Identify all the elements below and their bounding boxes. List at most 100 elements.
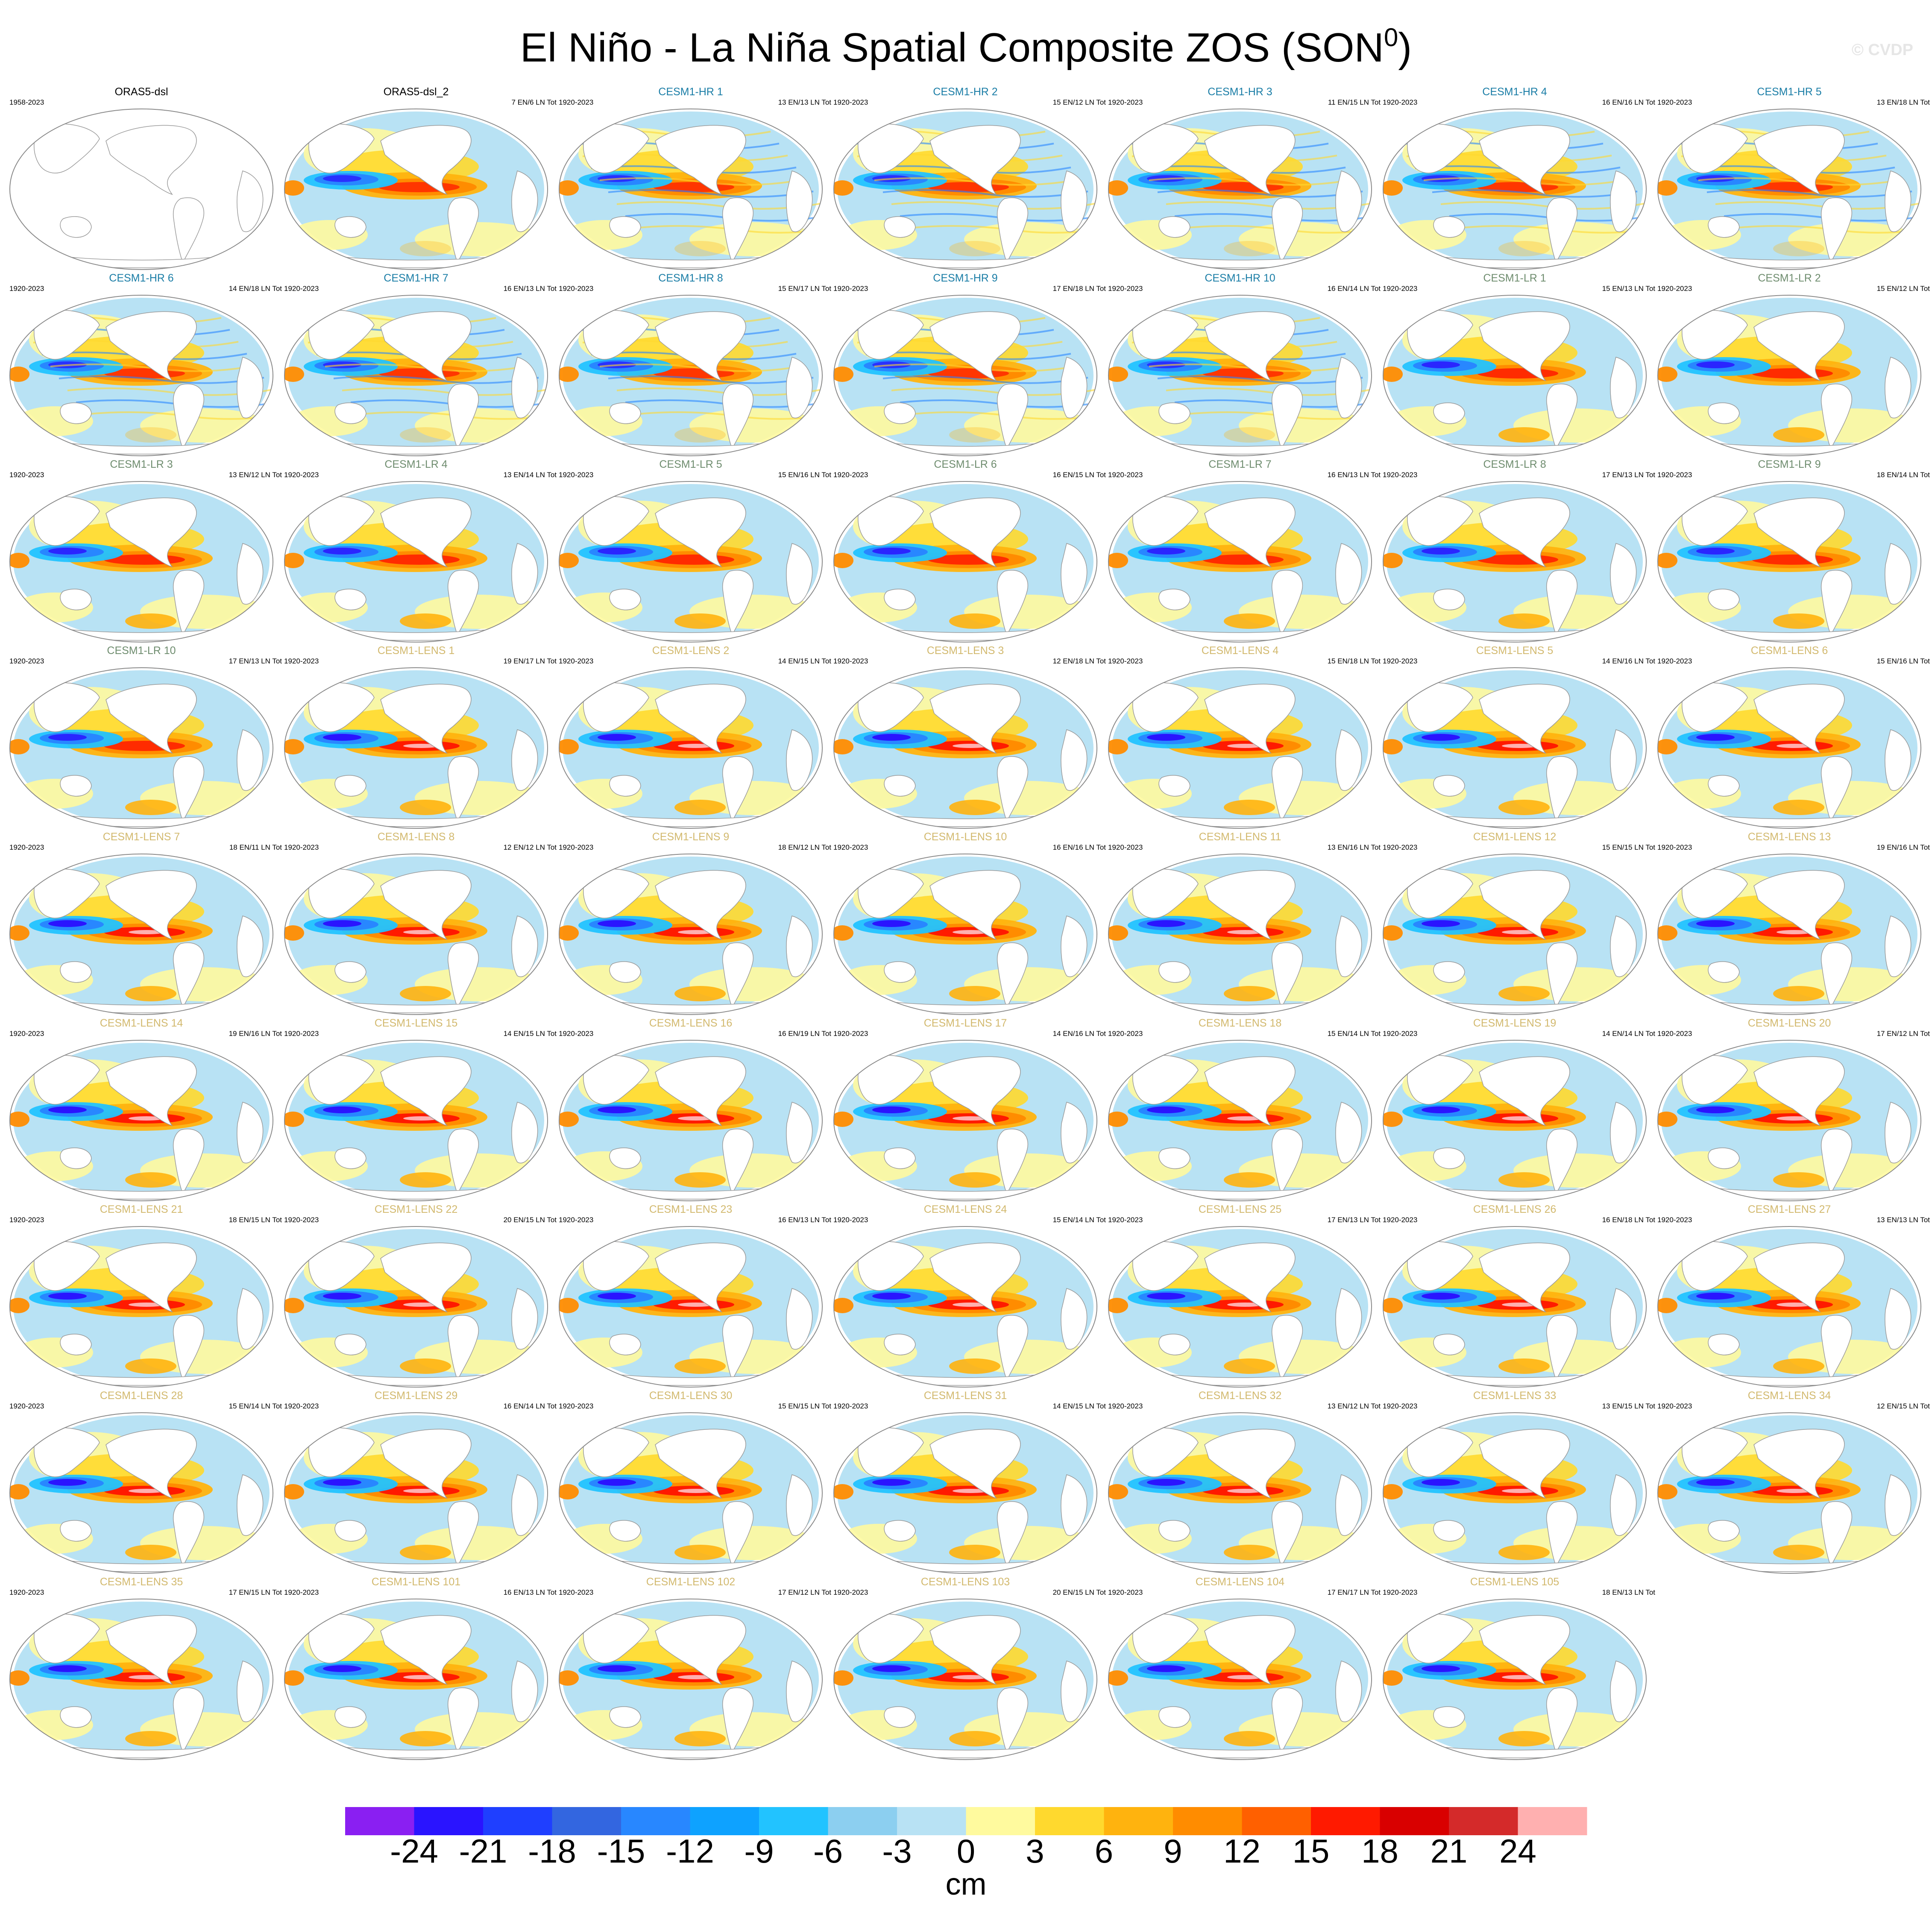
asia-landmass — [1407, 496, 1473, 546]
field-contour — [1383, 553, 1403, 568]
panel-title: CESM1-LENS 13 — [1747, 831, 1831, 843]
asia-landmass — [858, 1055, 924, 1105]
africa-landmass — [1885, 915, 1911, 977]
globe-outline — [1383, 1412, 1647, 1574]
africa-landmass — [1885, 1288, 1911, 1350]
eddy-streak — [882, 375, 1088, 384]
map-panel: CESM1-LR 2 1920-2023 15 EN/12 LN Tot — [1651, 272, 1930, 458]
map-panel: CESM1-LENS 23 1920-2023 16 EN/13 LN Tot — [553, 1203, 831, 1389]
north-america-landmass — [380, 497, 472, 568]
panel-years: 1920-2023 — [9, 1402, 44, 1410]
colorbar-tick-label: 18 — [1361, 1832, 1398, 1870]
panel-title: CESM1-LENS 21 — [100, 1203, 183, 1215]
map-panel: CESM1-LENS 101 1920-2023 16 EN/13 LN Tot — [278, 1575, 557, 1762]
globe-outline — [9, 109, 273, 270]
panel-years: 1920-2023 — [9, 1216, 44, 1224]
map-field — [10, 668, 273, 828]
panel-title: CESM1-LENS 27 — [1747, 1203, 1831, 1215]
map-panel: CESM1-HR 8 1920-2023 15 EN/17 LN Tot — [553, 272, 831, 458]
panel-title: CESM1-LENS 14 — [100, 1017, 183, 1029]
field-contour — [674, 613, 726, 629]
panel-event-counts: 18 EN/12 LN Tot — [778, 843, 831, 851]
panel-title: CESM1-LENS 4 — [1201, 645, 1279, 657]
field-contour — [1224, 1545, 1275, 1560]
africa-landmass — [1610, 915, 1637, 977]
field-contour — [1147, 920, 1185, 927]
map-globe — [833, 109, 1097, 270]
field-contour — [400, 1731, 451, 1746]
map-field — [1658, 109, 1921, 270]
australia-landmass — [1708, 216, 1740, 238]
globe-outline — [833, 109, 1097, 270]
africa-landmass — [1885, 357, 1911, 419]
panel-years: 1920-2023 — [833, 471, 868, 479]
australia-landmass — [334, 1334, 366, 1355]
australia-landmass — [1433, 961, 1465, 983]
australia-landmass — [609, 589, 641, 610]
map-panel: CESM1-LENS 28 1920-2023 15 EN/14 LN Tot — [3, 1389, 282, 1575]
africa-landmass — [1885, 543, 1911, 605]
panel-years: 1920-2023 — [559, 471, 594, 479]
field-contour — [1383, 739, 1403, 754]
map-panel: CESM1-LR 3 1920-2023 13 EN/12 LN Tot — [3, 458, 282, 644]
map-field — [1383, 109, 1646, 270]
map-panel: CESM1-HR 4 1920-2023 16 EN/16 LN Tot — [1377, 85, 1655, 272]
panel-event-counts: 7 EN/6 LN Tot — [511, 98, 557, 106]
field-contour — [1777, 1489, 1812, 1493]
field-contour — [1773, 613, 1824, 629]
colorbar-tick-label: -6 — [813, 1832, 843, 1870]
panel-grid: ORAS5-dsl 1958-2023 ORAS5-dsl_2 7 EN/6 LN T… — [0, 85, 1932, 1777]
australia-landmass — [609, 1334, 641, 1355]
panel-title: CESM1-LENS 102 — [646, 1576, 736, 1588]
asia-landmass — [858, 496, 924, 546]
africa-landmass — [511, 1661, 538, 1722]
australia-landmass — [1433, 1706, 1465, 1728]
australia-landmass — [1158, 402, 1190, 424]
panel-event-counts: 16 EN/19 LN Tot — [778, 1030, 831, 1038]
colorbar-swatch — [1311, 1807, 1380, 1835]
map-globe — [559, 1040, 823, 1201]
field-contour — [559, 180, 579, 196]
north-america-landmass — [380, 125, 472, 195]
field-contour — [400, 613, 451, 629]
north-america-landmass — [655, 684, 746, 754]
panel-years: 1920-2023 — [1657, 98, 1692, 106]
field-contour — [323, 548, 361, 554]
field-contour — [125, 1172, 176, 1188]
asia-landmass — [583, 682, 649, 732]
panel-title: CESM1-LENS 10 — [923, 831, 1007, 843]
asia-landmass — [1407, 1241, 1473, 1291]
field-contour — [1777, 930, 1812, 934]
colorbar-tick-label: 3 — [1026, 1832, 1044, 1870]
africa-landmass — [786, 729, 813, 791]
panel-title: CESM1-LENS 26 — [1473, 1203, 1557, 1215]
panel-years: 1920-2023 — [1657, 471, 1692, 479]
panel-title: CESM1-LENS 9 — [652, 831, 730, 843]
panel-years: 1920-2023 — [9, 285, 44, 293]
globe-outline — [833, 1599, 1097, 1760]
globe-outline — [1657, 667, 1921, 829]
map-globe — [284, 481, 548, 643]
africa-landmass — [1061, 729, 1088, 791]
field-contour — [872, 1665, 911, 1672]
africa-landmass — [786, 1102, 813, 1164]
panel-event-counts: 14 EN/15 LN Tot — [1052, 1402, 1106, 1410]
panel-title: CESM1-LENS 101 — [371, 1576, 461, 1588]
colorbar-tick-label: 15 — [1293, 1832, 1330, 1870]
map-globe — [1657, 1226, 1921, 1388]
australia-landmass — [1433, 775, 1465, 797]
australia-landmass — [1708, 1147, 1740, 1169]
map-globe — [9, 854, 273, 1015]
north-america-landmass — [380, 1615, 472, 1685]
australia-landmass — [334, 1706, 366, 1728]
asia-landmass — [1132, 1055, 1199, 1105]
asia-landmass — [858, 123, 924, 173]
globe-outline — [1383, 667, 1647, 829]
panel-years: 1920-2023 — [1657, 657, 1692, 665]
asia-landmass — [34, 496, 100, 546]
north-america-landmass — [929, 125, 1021, 195]
australia-landmass — [609, 961, 641, 983]
panel-title: CESM1-LENS 6 — [1750, 645, 1828, 657]
field-contour — [1227, 1675, 1263, 1679]
map-field — [1658, 668, 1921, 828]
